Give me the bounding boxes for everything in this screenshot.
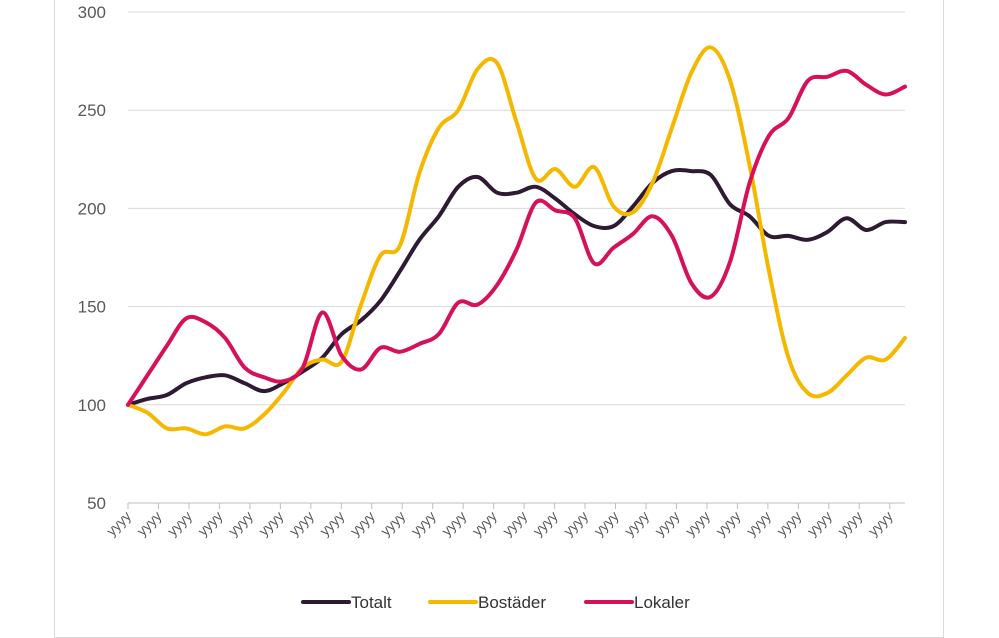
- x-tick-label: yyyy: [164, 508, 195, 539]
- x-tick-label: yyyy: [133, 508, 164, 539]
- x-tick-label: yyyy: [316, 508, 347, 539]
- x-tick-label: yyyy: [347, 508, 378, 539]
- series-lines: [126, 45, 907, 437]
- x-tick-label: yyyy: [834, 508, 865, 539]
- y-axis-ticks: 50 100 150 200 250 300: [78, 3, 106, 513]
- x-tick-label: yyyy: [530, 508, 561, 539]
- series-line-bost-der: [126, 45, 907, 437]
- y-tick-label: 200: [78, 199, 106, 218]
- x-tick-label: yyyy: [682, 508, 713, 539]
- legend-label: Totalt: [351, 593, 392, 612]
- x-tick-label: yyyy: [286, 508, 317, 539]
- x-tick-label: yyyy: [194, 508, 225, 539]
- x-tick-label: yyyy: [255, 508, 286, 539]
- x-tick-label: yyyy: [469, 508, 500, 539]
- x-axis: yyyy yyyy yyyy yyyy yyyy yyyy yyyy yyyy yyyy yyyy…: [103, 503, 896, 539]
- x-tick-label: yyyy: [712, 508, 743, 539]
- x-tick-label: yyyy: [804, 508, 835, 539]
- x-tick-label: yyyy: [377, 508, 408, 539]
- x-tick-label: yyyy: [408, 508, 439, 539]
- y-tick-label: 150: [78, 298, 106, 317]
- x-tick-label: yyyy: [773, 508, 804, 539]
- y-tick-label: 50: [87, 494, 106, 513]
- x-tick-label: yyyy: [651, 508, 682, 539]
- x-tick-label: yyyy: [743, 508, 774, 539]
- x-tick-label: yyyy: [560, 508, 591, 539]
- legend-label: Lokaler: [634, 593, 690, 612]
- x-tick-label: yyyy: [591, 508, 622, 539]
- legend-label: Bostäder: [478, 593, 546, 612]
- x-tick-label: yyyy: [438, 508, 469, 539]
- x-tick-label: yyyy: [225, 508, 256, 539]
- x-tick-label: yyyy: [499, 508, 530, 539]
- series-line-lokaler: [126, 68, 907, 407]
- x-tick-label: yyyy: [621, 508, 652, 539]
- y-tick-label: 250: [78, 101, 106, 120]
- y-tick-label: 100: [78, 396, 106, 415]
- series-line-totalt: [126, 168, 907, 407]
- legend: Totalt Bostäder Lokaler: [301, 593, 690, 612]
- x-tick-label: yyyy: [103, 508, 134, 539]
- x-tick-label: yyyy: [865, 508, 896, 539]
- gridlines: [128, 11, 905, 504]
- y-tick-label: 300: [78, 3, 106, 22]
